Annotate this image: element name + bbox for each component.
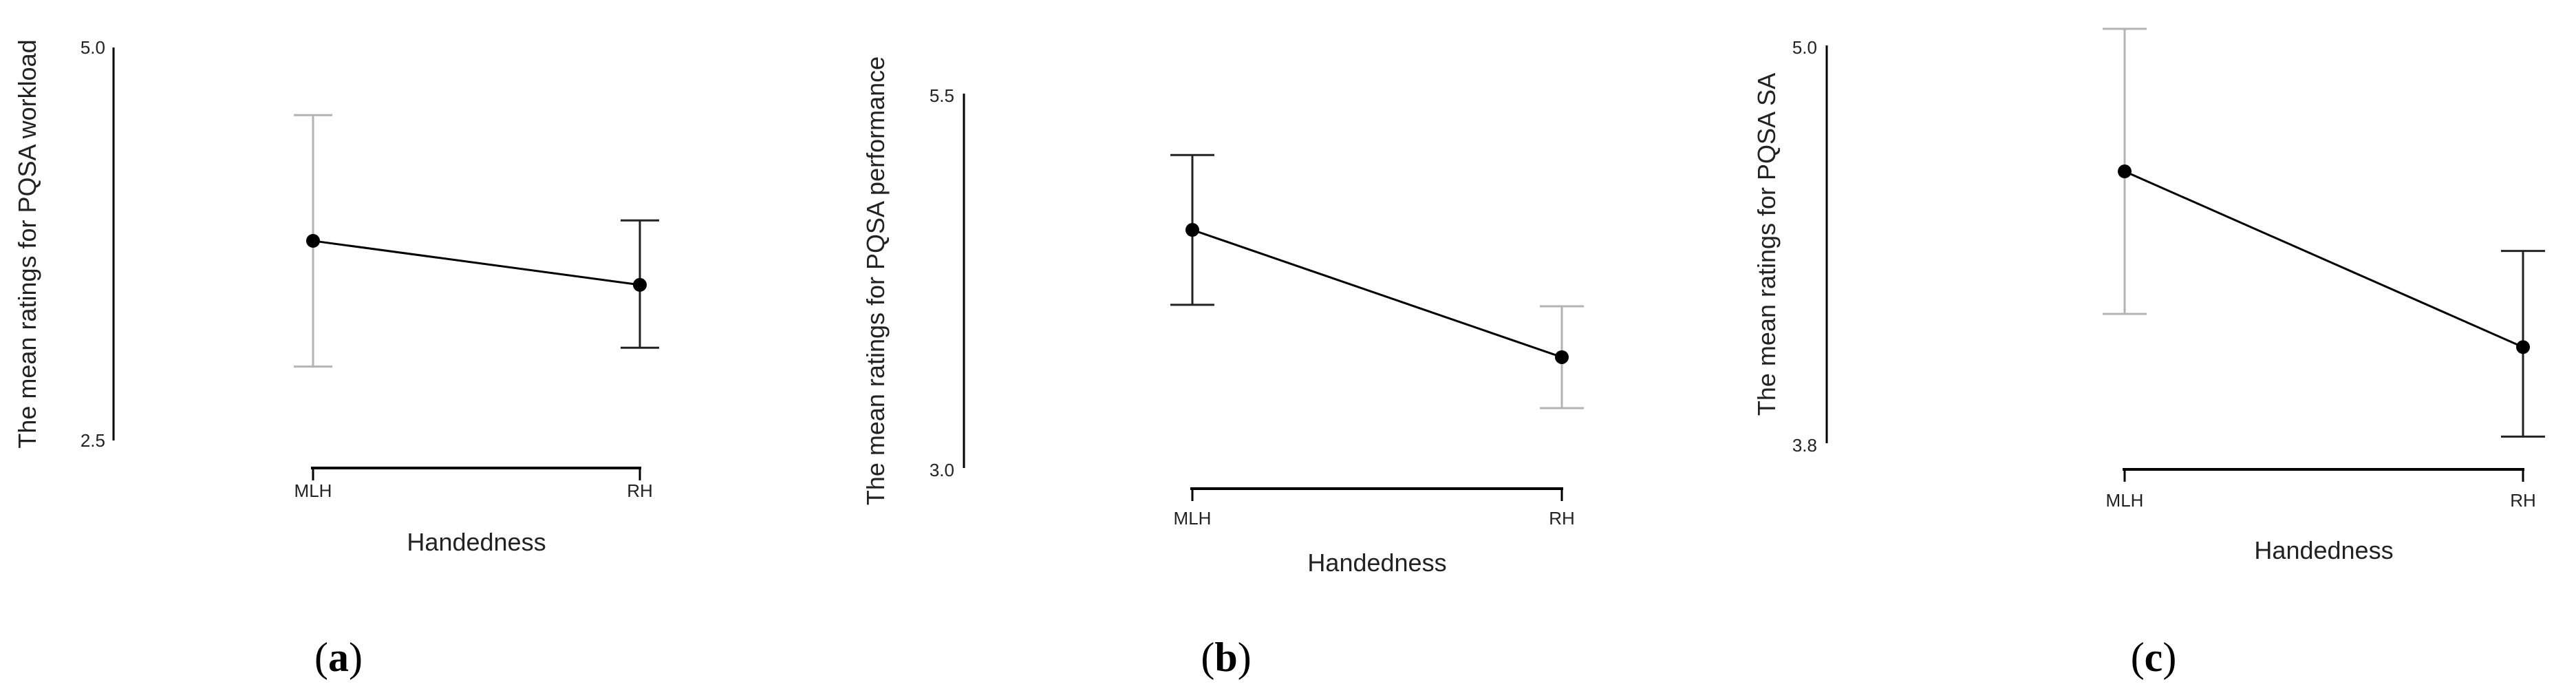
series-line — [312, 240, 641, 286]
x-tick-label: MLH — [1174, 508, 1212, 529]
data-point — [2516, 340, 2530, 354]
chart-panel-a: 2.5 5.0 MLH RH Handedness The mean ratings fo… — [13, 37, 659, 680]
y-tick-label: 5.5 — [930, 85, 954, 106]
data-point — [306, 233, 320, 248]
series-line — [1192, 228, 1563, 359]
data-point — [633, 277, 647, 292]
x-axis-title: Handedness — [1307, 549, 1446, 577]
y-tick-label: 3.0 — [930, 460, 954, 480]
y-tick-label: 5.0 — [80, 37, 105, 58]
x-axis-title: Handedness — [2254, 536, 2393, 564]
x-tick-label: MLH — [2106, 490, 2144, 511]
y-axis-title: The mean ratings for PQSA performance — [861, 56, 890, 505]
chart-panel-b: 3.0 5.5 MLH RH Handedness The mean ratings fo… — [861, 56, 1584, 680]
y-tick-label: 5.0 — [1792, 37, 1817, 58]
x-tick-label: RH — [627, 480, 653, 501]
series-line — [2124, 170, 2524, 348]
y-axis-title: The mean ratings for PQSA workload — [13, 39, 41, 448]
x-tick-label: MLH — [294, 480, 332, 501]
x-tick-label: RH — [2510, 490, 2536, 511]
data-point — [1555, 350, 1569, 364]
panel-label: (b) — [1201, 635, 1251, 680]
panel-label: (a) — [314, 635, 363, 680]
x-tick-label: RH — [1549, 508, 1575, 529]
data-point — [1185, 223, 1199, 237]
chart-panel-c: 3.8 5.0 MLH RH Handedness The mean ratings fo… — [1752, 28, 2545, 680]
y-tick-label: 3.8 — [1792, 435, 1817, 456]
y-tick-label: 2.5 — [80, 430, 105, 451]
data-point — [2118, 164, 2132, 179]
x-axis-title: Handedness — [407, 528, 546, 556]
y-axis-title: The mean ratings for PQSA SA — [1752, 73, 1781, 416]
panel-label: (c) — [2131, 635, 2177, 680]
